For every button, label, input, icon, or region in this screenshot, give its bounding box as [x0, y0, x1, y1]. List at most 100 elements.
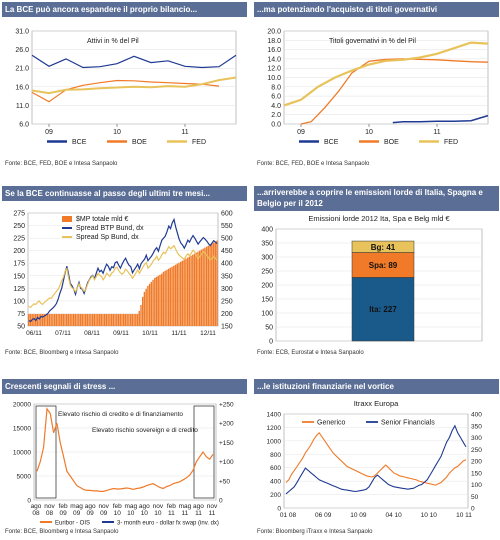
bar — [155, 276, 158, 326]
y-tick-label-left: 225 — [13, 236, 25, 243]
plot-frame — [283, 413, 469, 509]
x-tick-label-month: ago — [139, 503, 150, 510]
bar — [88, 313, 90, 326]
y-tick-label: 8.0 — [271, 84, 281, 91]
y-tick-label-left: 175 — [13, 261, 25, 268]
bar — [107, 313, 109, 326]
bar — [178, 262, 180, 326]
x-tick-label: 09/11 — [113, 330, 129, 337]
bar — [162, 271, 165, 326]
bar — [69, 313, 71, 326]
y-tick-label: 4.0 — [271, 103, 281, 110]
bar — [142, 296, 144, 326]
bar — [214, 241, 216, 326]
x-tick-label-month: nov — [44, 503, 55, 510]
series-line-bce — [31, 54, 237, 69]
legend-label: FED — [192, 139, 206, 146]
panel-header: Crescenti segnali di stress ... — [2, 379, 247, 394]
y-tick-label-left: 400 — [270, 479, 281, 486]
y-tick-label: 350 — [261, 241, 273, 248]
panel-header: Se la BCE continuasse al passo degli ult… — [2, 186, 247, 201]
y-tick-label-right: 50 — [471, 494, 479, 501]
bar — [188, 256, 191, 326]
bar — [40, 313, 42, 326]
x-tick-label: 11 — [181, 129, 188, 136]
x-tick-label-year: 10 — [114, 510, 122, 517]
y-tick-label: 16.0 — [15, 84, 29, 91]
legend-label: FED — [444, 139, 458, 146]
legend-label: 3- month euro - dollar fx swap (inv. dx) — [117, 521, 219, 527]
bar — [173, 265, 175, 326]
bar — [119, 313, 121, 326]
y-tick-label: 14.0 — [267, 56, 281, 63]
bar — [126, 313, 128, 326]
bar — [176, 263, 178, 326]
y-tick-label-left: 1400 — [267, 412, 282, 419]
series-line — [36, 407, 214, 492]
series-line — [285, 424, 467, 495]
y-tick-label-left: 20000 — [13, 402, 31, 409]
x-tick-label-month: nov — [153, 503, 164, 510]
y-tick-label-right: 150 — [221, 324, 233, 331]
chart-itraxx: Itraxx Europa140012001000800600400200040… — [267, 399, 483, 519]
bar — [159, 274, 161, 326]
x-tick-label: 01 08 — [280, 512, 297, 519]
y-tick-label: 400 — [261, 227, 273, 234]
y-tick-label-left: 0 — [27, 498, 31, 505]
bar — [86, 313, 89, 326]
bar — [200, 249, 203, 326]
bar — [109, 313, 111, 326]
y-tick-label-right: 0 — [471, 506, 475, 513]
bar — [148, 283, 151, 326]
x-tick-label-year: 10 — [141, 510, 149, 517]
y-tick-label: 50 — [265, 325, 273, 332]
bar — [81, 313, 83, 326]
y-tick-label: 200 — [261, 283, 273, 290]
x-tick-label: 10 09 — [350, 512, 367, 519]
bar — [212, 242, 215, 326]
x-tick-label-month: feb — [113, 503, 122, 510]
bar — [93, 313, 96, 326]
bar — [185, 258, 187, 326]
x-tick-label: 10 — [365, 129, 373, 136]
x-tick-label-year: 11 — [195, 510, 202, 517]
bar — [205, 246, 208, 326]
bar — [98, 313, 101, 326]
bar — [57, 313, 59, 326]
bar — [174, 264, 177, 326]
bar — [116, 313, 118, 326]
y-tick-label-right: +150 — [219, 440, 234, 447]
x-tick-label: 08/11 — [84, 330, 100, 337]
x-tick-label-month: nov — [207, 503, 218, 510]
y-tick-label: 10.0 — [267, 75, 281, 82]
bar — [100, 313, 102, 326]
x-tick-label-month: ago — [193, 503, 204, 510]
bar — [143, 291, 146, 326]
x-tick-label: 11 — [433, 129, 440, 136]
y-tick-label-right: +100 — [219, 459, 234, 466]
y-tick-label-left: 800 — [270, 452, 281, 459]
x-tick-label-year: 10 — [154, 510, 162, 517]
legend-label: Generico — [317, 420, 346, 427]
y-tick-label-left: 75 — [17, 311, 25, 318]
y-tick-label-right: 450 — [221, 248, 233, 255]
bar — [50, 313, 52, 326]
bar — [157, 275, 159, 326]
x-tick-label: 10 11 — [456, 512, 472, 519]
bar — [121, 313, 123, 326]
bar — [166, 269, 168, 326]
x-tick-label-month: nov — [98, 503, 109, 510]
panel-emissions: ...arriverebbe a coprire le emissioni lo… — [254, 186, 499, 361]
x-tick-label-month: mag — [179, 503, 192, 510]
bar — [83, 313, 85, 326]
y-tick-label-right: 400 — [471, 412, 482, 419]
y-tick-label-left: 125 — [13, 286, 25, 293]
chart-annotation: Titoli governativi in % del Pil — [329, 38, 416, 45]
bar — [74, 313, 77, 326]
chart-gov-bonds: 20.0 18.0 16.0 14.0 12.0 10.0 8.0 6.0 4.0 2.0 0.0 0… — [267, 29, 489, 146]
annotation-credit-risk: Elevato rischio di credito e di finanzia… — [58, 411, 183, 418]
stack-segment — [351, 277, 415, 342]
panel-header: ...ma potenziando l'acquisto di titoli g… — [254, 2, 499, 17]
y-tick-label-right: 550 — [221, 223, 233, 230]
bar — [216, 240, 218, 326]
